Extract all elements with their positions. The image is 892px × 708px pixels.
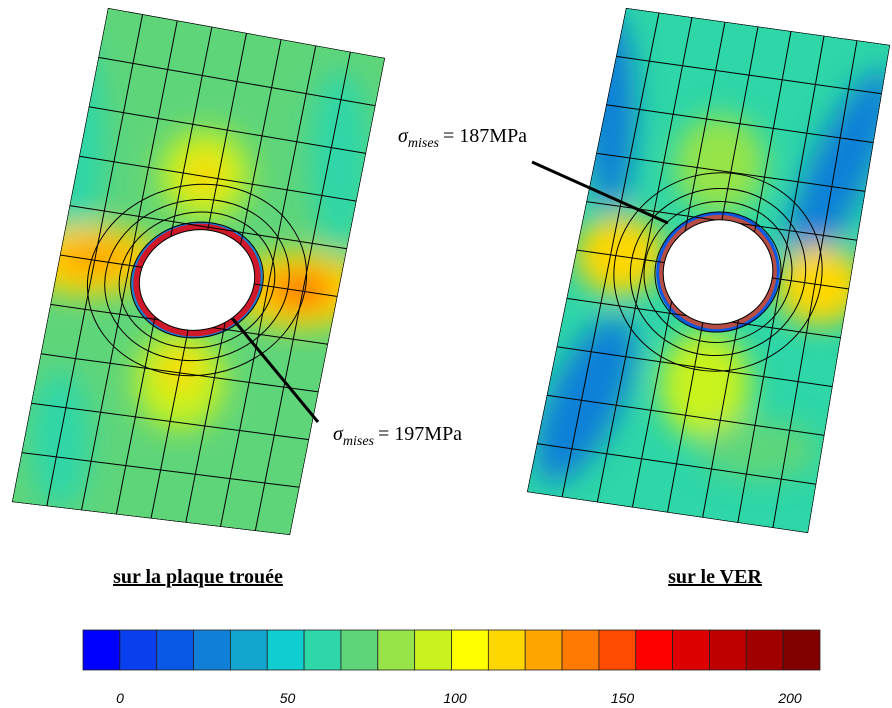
mesh-line — [40, 353, 319, 393]
colorbar-swatch — [193, 629, 231, 671]
colorbar-swatch — [156, 629, 194, 671]
colorbar-swatch — [635, 629, 673, 671]
mesh-line — [21, 452, 300, 488]
plate-outline — [12, 8, 385, 535]
left-plate — [12, 8, 385, 535]
symbol: σ — [398, 125, 409, 147]
subscript: mises — [408, 136, 440, 151]
colorbar-swatch — [598, 629, 637, 671]
colorbar-swatch — [119, 629, 158, 671]
pointer — [531, 160, 669, 225]
mesh-line — [79, 155, 357, 202]
contour — [265, 270, 335, 310]
colorbar-swatch — [524, 629, 563, 671]
right-plate — [527, 8, 890, 533]
mesh-line — [536, 443, 817, 485]
colorbar-swatch — [340, 629, 379, 671]
contour — [575, 215, 665, 295]
mesh-ring — [130, 221, 264, 339]
contour — [700, 420, 820, 480]
colorbar-swatch — [303, 629, 342, 671]
colorbar-swatch — [82, 629, 121, 671]
colorbar-tick-label: 0 — [116, 690, 124, 706]
mesh-ring — [86, 183, 308, 377]
mesh-ring — [613, 172, 823, 372]
contour — [585, 10, 635, 210]
colorbar-tick-label: 50 — [280, 690, 296, 706]
colorbar-swatch — [672, 629, 710, 671]
hole — [662, 219, 774, 325]
annotation: σmises = 187MPa — [398, 125, 527, 151]
colorbar: 0 50 100 150 200 — [82, 629, 821, 706]
contours — [535, 10, 890, 483]
hole — [138, 229, 256, 331]
mesh-line — [596, 152, 866, 192]
colorbar-swatch — [451, 629, 489, 671]
mesh-ring — [104, 198, 290, 362]
colorbar-swatch — [782, 629, 821, 671]
contour — [786, 69, 890, 271]
caption: sur le VER — [668, 566, 762, 588]
annotation: σmises = 197MPa — [333, 423, 462, 449]
colorbar-tick-label: 150 — [611, 690, 635, 706]
colorbar-swatch — [745, 629, 784, 671]
mesh-line — [31, 402, 310, 441]
colorbar-swatch — [414, 629, 452, 671]
mesh-ring — [654, 211, 782, 333]
contour — [660, 330, 750, 440]
mesh-line — [616, 55, 882, 95]
value: = 187MPa — [443, 125, 527, 147]
mesh-ring — [629, 187, 807, 357]
mesh-line — [69, 205, 348, 250]
contour — [45, 30, 105, 250]
caption: sur la plaque trouée — [113, 566, 283, 588]
mesh-ring — [118, 211, 276, 349]
colorbar-swatch — [377, 629, 416, 671]
colorbar-swatch — [487, 629, 526, 671]
colorbar-swatch — [266, 629, 305, 671]
mesh-line — [606, 104, 874, 144]
colorbar-swatch — [561, 629, 600, 671]
value: = 197MPa — [378, 423, 462, 445]
mesh-line — [546, 394, 825, 436]
symbol: σ — [333, 423, 344, 445]
mesh-ring — [643, 201, 793, 343]
colorbar-tick-label: 100 — [443, 690, 467, 706]
contour — [535, 317, 635, 483]
contour — [310, 70, 370, 250]
colorbar-tick-label: 200 — [777, 690, 802, 706]
mesh-line — [98, 56, 376, 107]
colorbar-swatch — [709, 629, 747, 671]
subscript: mises — [343, 434, 375, 449]
colorbar-swatch — [229, 629, 268, 671]
mesh-line — [88, 106, 367, 154]
contour — [675, 115, 765, 215]
pointer — [230, 317, 320, 423]
mesh-line — [556, 346, 833, 388]
annotations: σmises = 197MPa σmises = 187MPa — [230, 125, 669, 449]
